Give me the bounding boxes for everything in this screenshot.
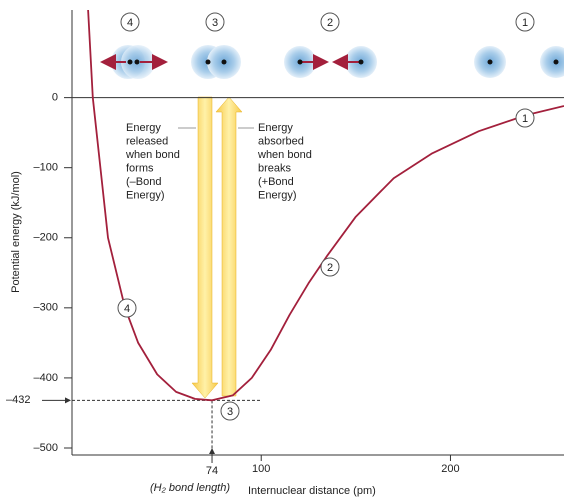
- min-y-label: –432: [6, 394, 30, 406]
- x-tick-label: 200: [441, 463, 459, 475]
- released-text: forms: [126, 162, 154, 174]
- nucleus: [221, 59, 227, 65]
- y-tick-label: –100: [34, 162, 58, 174]
- stage-label: 4: [127, 17, 133, 29]
- absorbed-text: breaks: [258, 162, 292, 174]
- nucleus: [487, 59, 493, 65]
- absorbed-text: Energy): [258, 189, 297, 201]
- absorbed-text: absorbed: [258, 135, 304, 147]
- stage-label-circle: [120, 12, 140, 32]
- x-tick-label: 100: [252, 463, 270, 475]
- stage-label-circle: [515, 12, 535, 32]
- released-text: released: [126, 135, 168, 147]
- absorb-arrow: [215, 96, 243, 397]
- curve-label: 4: [124, 303, 130, 315]
- curve-label: 3: [227, 406, 233, 418]
- curve-label-circle: [117, 298, 137, 318]
- nucleus: [134, 59, 140, 65]
- absorbed-text: when bond: [257, 149, 312, 161]
- x-axis-label: Internuclear distance (pm): [248, 485, 376, 497]
- y-tick-label: –200: [34, 232, 58, 244]
- nucleus: [553, 59, 559, 65]
- y-tick-label: –300: [34, 302, 58, 314]
- atom: [540, 46, 564, 78]
- nucleus: [127, 59, 133, 65]
- min-x-label: 74: [206, 465, 218, 477]
- stage-label: 1: [522, 17, 528, 29]
- nucleus: [297, 59, 303, 65]
- curve-label-circle: [320, 257, 340, 277]
- min-x-note: (H₂ bond length): [150, 482, 230, 494]
- curve-label-circle: [515, 108, 535, 128]
- y-tick-label: –500: [34, 442, 58, 454]
- y-tick-label: –400: [34, 372, 58, 384]
- released-text: Energy): [126, 189, 165, 201]
- y-axis-label: Potential energy (kJ/mol): [10, 171, 22, 293]
- stage-label-circle: [320, 12, 340, 32]
- nucleus: [205, 59, 211, 65]
- curve-label-circle: [220, 401, 240, 421]
- curve-label: 1: [522, 113, 528, 125]
- atom-illustrations: [100, 45, 564, 79]
- absorbed-text: (+Bond: [258, 176, 294, 188]
- absorbed-text: Energy: [258, 122, 293, 134]
- y-tick-label: 0: [52, 92, 58, 104]
- released-text: Energy: [126, 122, 161, 134]
- stage-label-circle: [205, 12, 225, 32]
- stage-label: 3: [212, 17, 218, 29]
- released-text: when bond: [125, 149, 180, 161]
- stage-label: 2: [327, 17, 333, 29]
- nucleus: [358, 59, 364, 65]
- curve-label: 2: [327, 262, 333, 274]
- energy-curve: [87, 9, 564, 402]
- released-text: (–Bond: [126, 176, 161, 188]
- release-arrow: [191, 96, 219, 399]
